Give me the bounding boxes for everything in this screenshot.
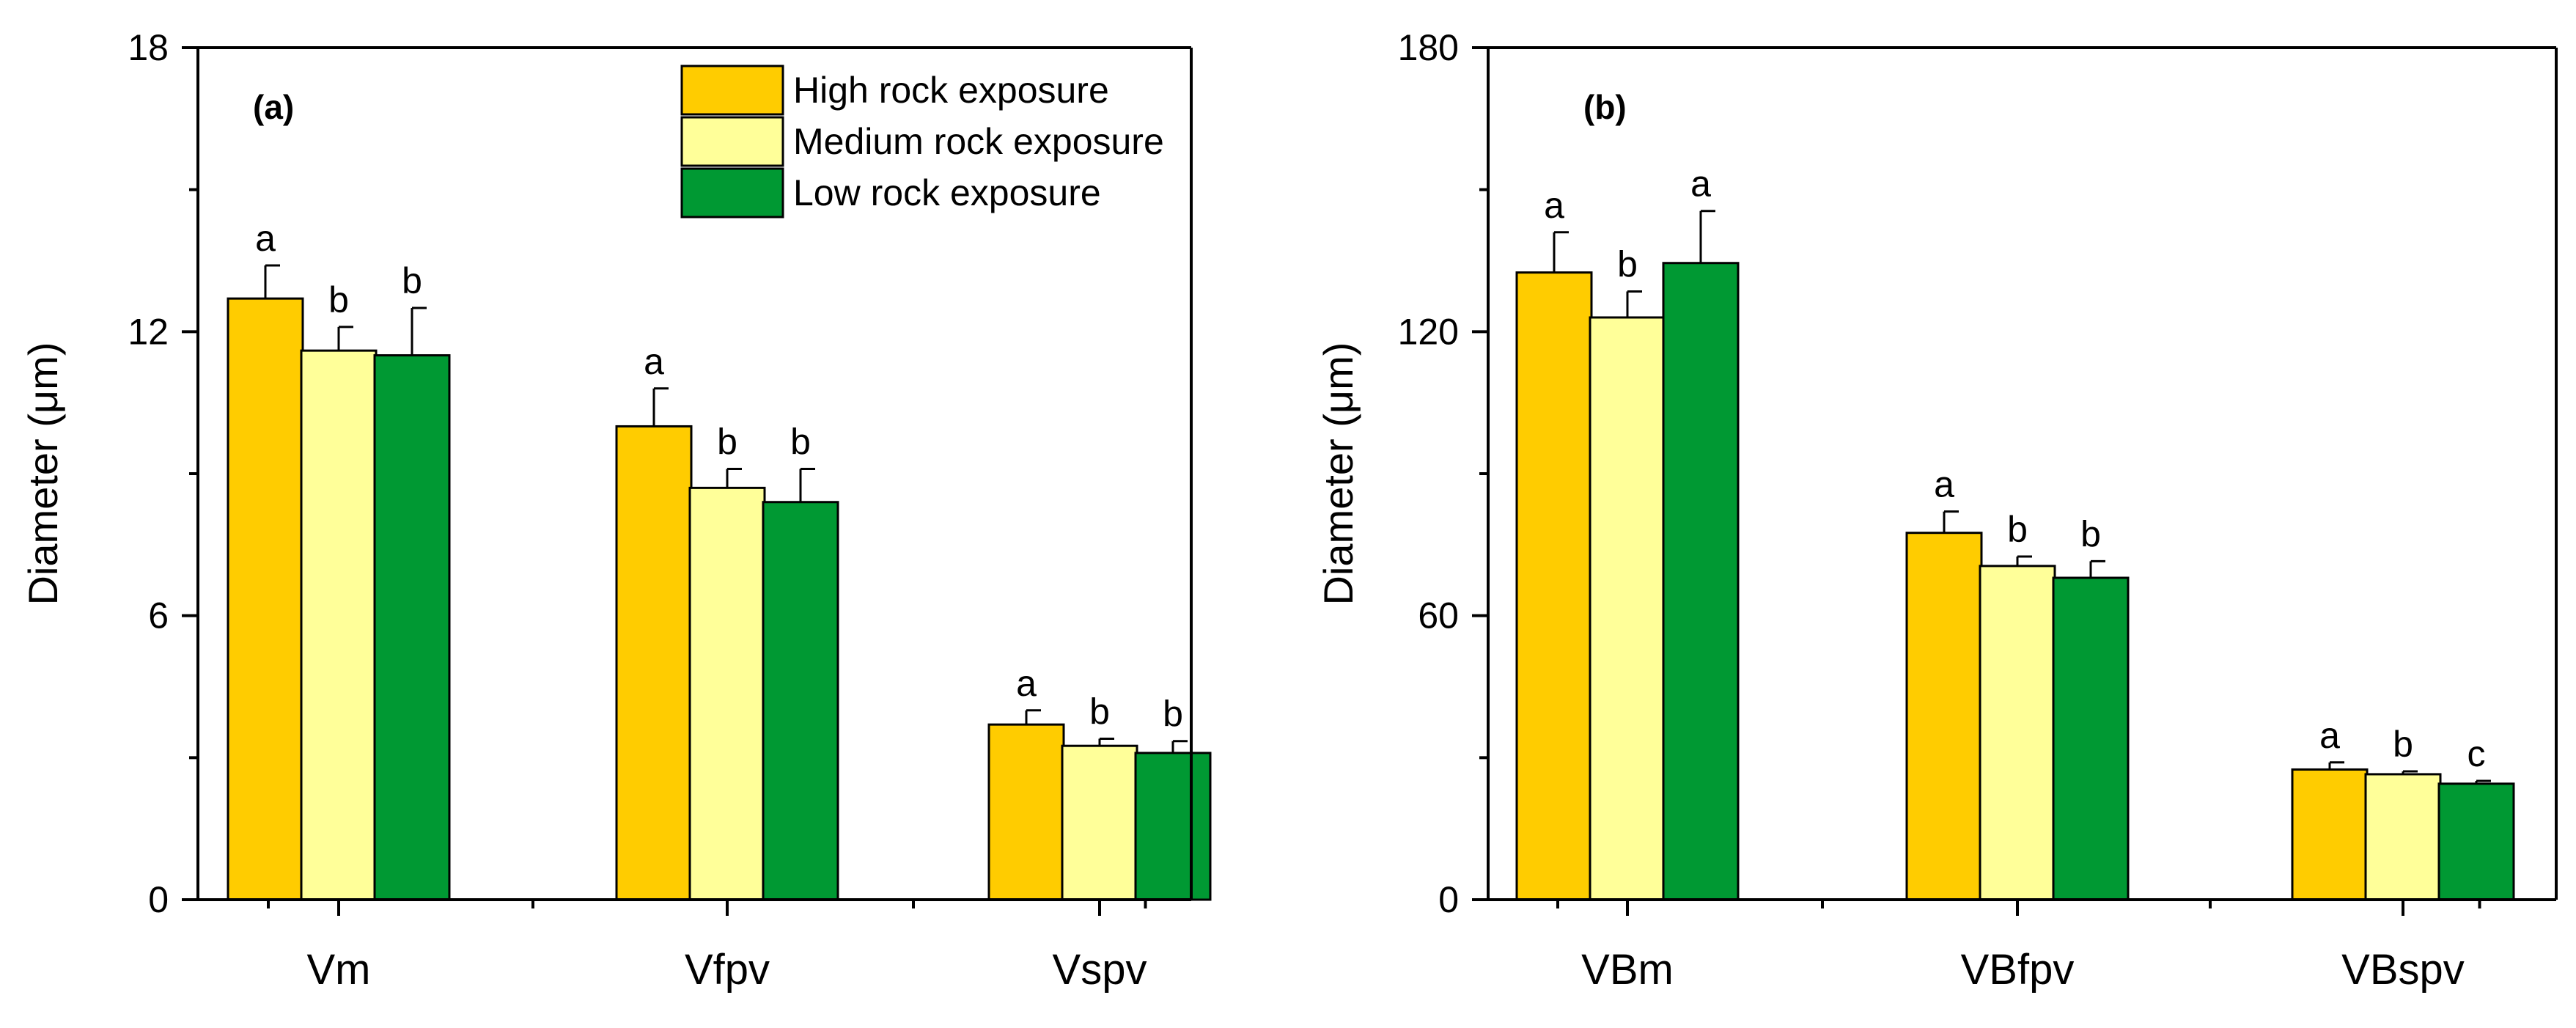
bar <box>300 349 378 901</box>
y-axis-title: Diameter (μm) <box>1315 342 1361 606</box>
panel-label: (a) <box>253 88 294 126</box>
bar <box>987 723 1065 901</box>
x-tick-label: VBfpv <box>1961 946 2075 994</box>
y-tick-label: 12 <box>128 311 169 352</box>
legend-swatch <box>680 167 784 219</box>
bar <box>2291 768 2369 901</box>
x-tick-label: Vspv <box>1053 946 1147 994</box>
significance-label: b <box>1163 694 1183 735</box>
significance-label: a <box>1544 185 1564 226</box>
significance-label: a <box>255 218 276 259</box>
significance-label: a <box>1690 164 1711 205</box>
bar <box>1134 752 1212 901</box>
bar <box>2437 782 2515 901</box>
significance-label: a <box>1016 663 1037 704</box>
legend-swatch <box>680 116 784 167</box>
significance-label: b <box>2007 509 2028 550</box>
legend-label: Low rock exposure <box>793 172 1101 213</box>
legend-label: Medium rock exposure <box>793 121 1164 162</box>
significance-label: b <box>1089 691 1110 733</box>
chart-panel-a: a b b Vm a b b Vfpv a b b Vspv 0 6 12 18 Diameter (μm) (a… <box>20 27 1212 994</box>
y-tick-label: 18 <box>128 27 169 68</box>
significance-label: a <box>1934 464 1954 505</box>
significance-label: b <box>790 422 811 463</box>
bar <box>615 425 693 901</box>
bar <box>1979 565 2056 901</box>
bar <box>688 486 766 901</box>
y-tick-label: 180 <box>1398 27 1459 68</box>
y-tick-label: 60 <box>1418 595 1459 636</box>
significance-label: a <box>644 341 664 382</box>
significance-label: a <box>2319 715 2340 756</box>
bar <box>1589 316 1666 901</box>
bar <box>2364 773 2442 901</box>
significance-label: b <box>2393 724 2413 765</box>
chart-panel-b: a b a VBm a b b VBfpv a b c VBspv 0 60 120 180 Diameter … <box>1315 27 2558 994</box>
significance-label: b <box>402 260 422 301</box>
bar <box>1515 271 1593 901</box>
significance-label: c <box>2468 733 2486 774</box>
legend-label: High rock exposure <box>793 70 1109 111</box>
significance-label: b <box>2080 513 2101 554</box>
legend: High rock exposure Medium rock exposure Lo… <box>680 65 1164 219</box>
bar <box>1662 262 1740 901</box>
x-tick-label: Vfpv <box>685 946 770 994</box>
panel-label: (b) <box>1583 88 1627 126</box>
bar <box>227 297 304 901</box>
y-tick-label: 0 <box>148 879 169 920</box>
bar <box>762 501 839 901</box>
bar <box>1061 744 1138 901</box>
y-tick-label: 120 <box>1398 311 1459 352</box>
bar <box>2052 576 2130 901</box>
y-axis-title: Diameter (μm) <box>20 342 66 606</box>
bar <box>373 354 451 901</box>
y-tick-label: 0 <box>1438 879 1459 920</box>
x-tick-label: Vm <box>307 946 371 994</box>
x-tick-label: VBm <box>1581 946 1674 994</box>
significance-label: b <box>328 279 349 320</box>
significance-label: b <box>717 422 737 463</box>
bar <box>1905 532 1983 901</box>
x-tick-label: VBspv <box>2341 946 2465 994</box>
legend-swatch <box>680 65 784 116</box>
y-tick-label: 6 <box>148 595 169 636</box>
significance-label: b <box>1617 243 1638 284</box>
